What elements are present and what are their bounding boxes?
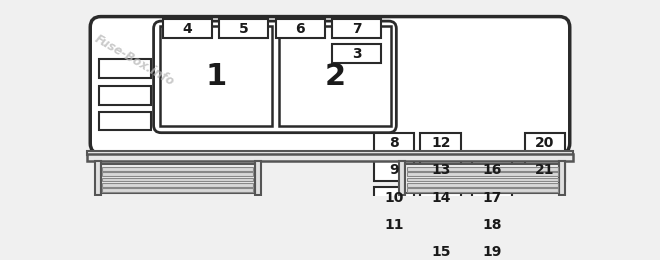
Bar <box>472 160 512 181</box>
Bar <box>525 133 565 154</box>
Text: 15: 15 <box>431 245 451 259</box>
Bar <box>405 164 559 193</box>
Text: 13: 13 <box>431 163 451 177</box>
Bar <box>87 151 573 155</box>
Bar <box>374 160 414 181</box>
Bar <box>374 187 414 208</box>
Bar <box>102 172 253 176</box>
Bar <box>472 214 512 235</box>
Text: 18: 18 <box>482 218 502 232</box>
Text: 10: 10 <box>384 191 404 205</box>
Text: 1: 1 <box>205 62 227 91</box>
Bar <box>407 167 558 171</box>
Text: 4: 4 <box>182 22 192 36</box>
Text: 16: 16 <box>482 163 502 177</box>
Bar <box>219 19 268 38</box>
Text: 5: 5 <box>239 22 249 36</box>
Text: 6: 6 <box>296 22 305 36</box>
Bar <box>420 187 461 208</box>
Bar <box>559 161 565 194</box>
Text: 7: 7 <box>352 22 362 36</box>
Bar <box>420 241 461 260</box>
Text: 21: 21 <box>535 163 554 177</box>
Text: 9: 9 <box>389 163 399 177</box>
Text: 14: 14 <box>431 191 451 205</box>
Bar <box>102 183 253 186</box>
Bar <box>407 183 558 186</box>
Bar <box>407 178 558 181</box>
Bar <box>87 154 573 161</box>
Bar <box>407 188 558 192</box>
Text: 17: 17 <box>482 191 502 205</box>
FancyBboxPatch shape <box>90 17 570 154</box>
Bar <box>162 19 212 38</box>
Bar <box>399 161 405 194</box>
Bar <box>525 160 565 181</box>
Bar <box>99 59 150 78</box>
Bar <box>332 44 381 63</box>
Bar <box>95 161 101 194</box>
Text: 3: 3 <box>352 47 362 61</box>
Text: 11: 11 <box>384 218 404 232</box>
Bar <box>407 172 558 176</box>
Text: 20: 20 <box>535 136 554 150</box>
Bar <box>99 86 150 105</box>
Bar <box>472 241 512 260</box>
Text: 12: 12 <box>431 136 451 150</box>
Text: 2: 2 <box>325 62 346 91</box>
Bar <box>374 133 414 154</box>
Bar <box>102 178 253 181</box>
FancyBboxPatch shape <box>154 21 397 133</box>
Bar <box>160 26 272 126</box>
Bar <box>472 187 512 208</box>
Bar <box>420 133 461 154</box>
Bar <box>102 167 253 171</box>
Text: 8: 8 <box>389 136 399 150</box>
Bar <box>255 161 261 194</box>
Bar <box>102 188 253 192</box>
Bar <box>99 112 150 131</box>
Bar <box>276 19 325 38</box>
Bar <box>332 19 381 38</box>
Bar <box>101 164 255 193</box>
Bar <box>279 26 391 126</box>
Bar <box>420 160 461 181</box>
Text: 19: 19 <box>482 245 502 259</box>
Bar <box>374 214 414 235</box>
Text: Fuse-Box.info: Fuse-Box.info <box>92 32 176 88</box>
